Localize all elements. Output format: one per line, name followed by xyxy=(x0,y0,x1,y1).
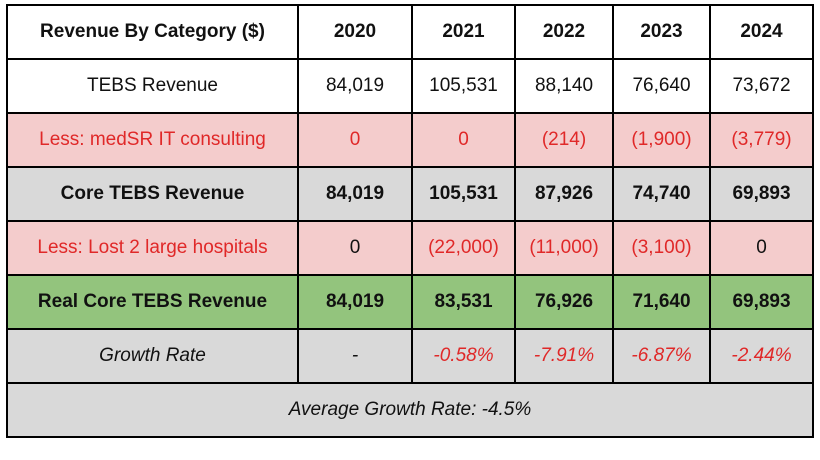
row-label: Growth Rate xyxy=(6,328,299,384)
cell: 105,531 xyxy=(411,166,516,222)
cell: 0 xyxy=(411,112,516,168)
row-label: Core TEBS Revenue xyxy=(6,166,299,222)
cell: -0.58% xyxy=(411,328,516,384)
header-cell: 2020 xyxy=(297,4,413,60)
cell: (214) xyxy=(514,112,614,168)
cell: 0 xyxy=(709,220,814,276)
footer-cell: Average Growth Rate: -4.5% xyxy=(6,382,814,438)
row-label: TEBS Revenue xyxy=(6,58,299,114)
cell: (22,000) xyxy=(411,220,516,276)
header-cell: 2021 xyxy=(411,4,516,60)
header-row: Revenue By Category ($) 2020 2021 2022 2… xyxy=(6,4,814,60)
cell: 76,926 xyxy=(514,274,614,330)
header-cell: Revenue By Category ($) xyxy=(6,4,299,60)
cell: 69,893 xyxy=(709,274,814,330)
cell: - xyxy=(297,328,413,384)
cell: 88,140 xyxy=(514,58,614,114)
cell: 74,740 xyxy=(612,166,711,222)
revenue-table: Revenue By Category ($) 2020 2021 2022 2… xyxy=(6,4,814,438)
cell: 83,531 xyxy=(411,274,516,330)
header-cell: 2023 xyxy=(612,4,711,60)
header-cell: 2022 xyxy=(514,4,614,60)
table-row: Less: Lost 2 large hospitals 0 (22,000) … xyxy=(6,220,814,276)
cell: 84,019 xyxy=(297,274,413,330)
cell: 84,019 xyxy=(297,58,413,114)
cell: 0 xyxy=(297,112,413,168)
cell: -6.87% xyxy=(612,328,711,384)
row-label: Less: Lost 2 large hospitals xyxy=(6,220,299,276)
cell: 71,640 xyxy=(612,274,711,330)
cell: 69,893 xyxy=(709,166,814,222)
cell: 105,531 xyxy=(411,58,516,114)
cell: 84,019 xyxy=(297,166,413,222)
table-row: Real Core TEBS Revenue 84,019 83,531 76,… xyxy=(6,274,814,330)
cell: 76,640 xyxy=(612,58,711,114)
table-row: Less: medSR IT consulting 0 0 (214) (1,9… xyxy=(6,112,814,168)
cell: -7.91% xyxy=(514,328,614,384)
cell: -2.44% xyxy=(709,328,814,384)
cell: (3,100) xyxy=(612,220,711,276)
cell: (1,900) xyxy=(612,112,711,168)
header-cell: 2024 xyxy=(709,4,814,60)
footer-row: Average Growth Rate: -4.5% xyxy=(6,382,814,438)
table-row: TEBS Revenue 84,019 105,531 88,140 76,64… xyxy=(6,58,814,114)
row-label: Real Core TEBS Revenue xyxy=(6,274,299,330)
cell: 0 xyxy=(297,220,413,276)
table-row: Growth Rate - -0.58% -7.91% -6.87% -2.44… xyxy=(6,328,814,384)
row-label: Less: medSR IT consulting xyxy=(6,112,299,168)
table-row: Core TEBS Revenue 84,019 105,531 87,926 … xyxy=(6,166,814,222)
cell: 87,926 xyxy=(514,166,614,222)
cell: (3,779) xyxy=(709,112,814,168)
cell: 73,672 xyxy=(709,58,814,114)
cell: (11,000) xyxy=(514,220,614,276)
